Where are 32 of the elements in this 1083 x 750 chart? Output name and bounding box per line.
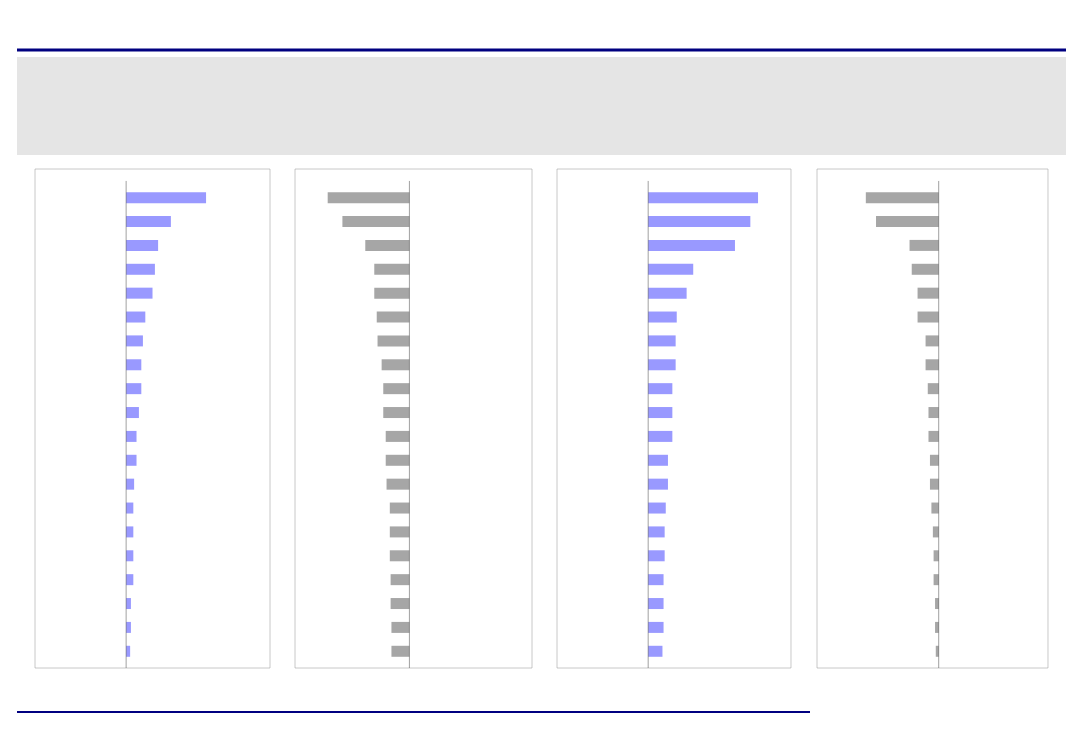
bar	[648, 645, 663, 657]
bar	[648, 454, 668, 466]
bar	[648, 598, 664, 610]
bar	[648, 216, 751, 228]
bar	[126, 430, 137, 442]
bar	[648, 383, 673, 395]
bar	[126, 239, 159, 251]
bar	[648, 335, 676, 347]
bar	[648, 407, 673, 419]
bar	[648, 550, 665, 562]
bar	[648, 239, 735, 251]
bar	[126, 192, 207, 204]
bar	[648, 574, 664, 586]
bar	[648, 359, 676, 371]
bar	[126, 407, 139, 419]
bar	[648, 287, 687, 299]
bar	[126, 454, 137, 466]
bar	[126, 263, 155, 275]
bar	[126, 383, 142, 395]
bar	[126, 311, 146, 323]
bar	[126, 216, 171, 228]
bar	[648, 526, 665, 538]
bar	[126, 335, 143, 347]
bar	[648, 311, 677, 323]
bar	[648, 621, 664, 633]
bar	[126, 359, 142, 371]
bar	[126, 287, 153, 299]
bar	[648, 502, 666, 514]
bar	[648, 263, 694, 275]
bar	[648, 430, 673, 442]
bar	[648, 192, 759, 204]
bar	[648, 478, 668, 490]
